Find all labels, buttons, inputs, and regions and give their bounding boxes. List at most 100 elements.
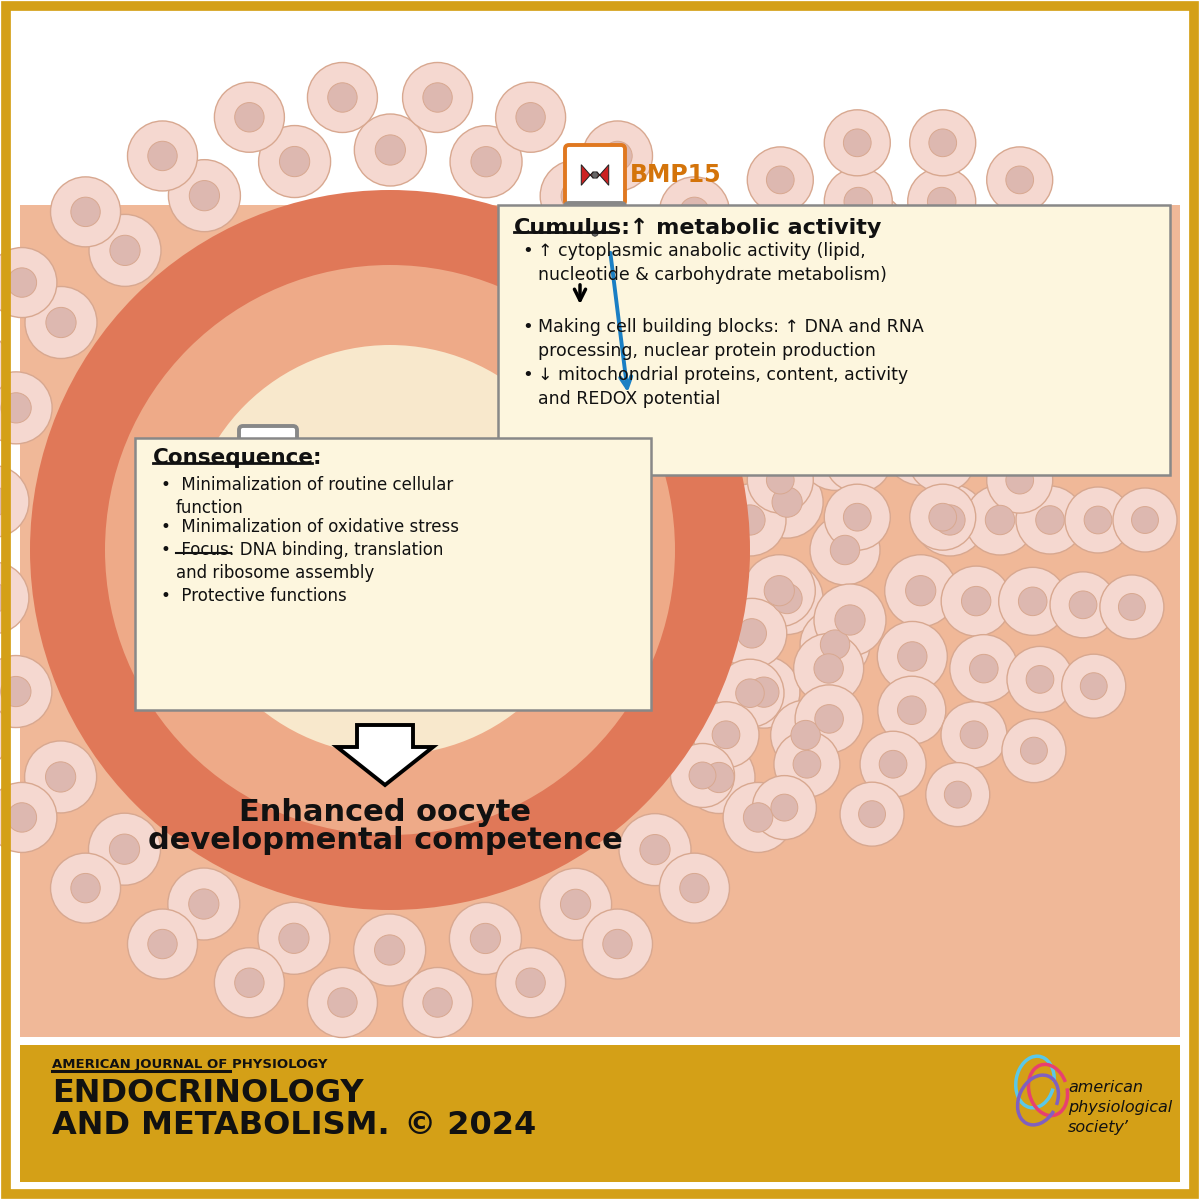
Text: physiological: physiological	[1068, 1100, 1172, 1115]
Circle shape	[914, 484, 986, 556]
Circle shape	[925, 763, 990, 827]
Circle shape	[694, 316, 722, 344]
Circle shape	[793, 262, 821, 289]
Circle shape	[0, 330, 10, 400]
Circle shape	[880, 750, 907, 778]
Circle shape	[941, 404, 1012, 474]
Circle shape	[770, 330, 841, 400]
Circle shape	[1060, 400, 1087, 427]
Circle shape	[30, 190, 750, 910]
Circle shape	[328, 988, 358, 1018]
Circle shape	[620, 707, 647, 734]
Circle shape	[770, 794, 798, 821]
Text: Enhanced oocyte: Enhanced oocyte	[239, 798, 530, 827]
Circle shape	[190, 180, 220, 211]
Circle shape	[168, 868, 240, 940]
Text: GDF9: GDF9	[300, 445, 364, 464]
Circle shape	[470, 923, 500, 954]
Polygon shape	[337, 725, 433, 785]
Circle shape	[694, 214, 760, 280]
Circle shape	[1036, 505, 1064, 534]
Text: •  Focus: DNA binding, translation: • Focus: DNA binding, translation	[161, 541, 443, 559]
Circle shape	[671, 744, 734, 808]
Circle shape	[148, 142, 178, 170]
Circle shape	[601, 689, 666, 752]
Polygon shape	[581, 223, 593, 244]
Circle shape	[646, 347, 674, 374]
Circle shape	[1007, 647, 1073, 713]
Circle shape	[840, 782, 904, 846]
Circle shape	[844, 503, 871, 532]
Circle shape	[1062, 322, 1126, 386]
Circle shape	[764, 434, 794, 464]
Circle shape	[1100, 575, 1164, 638]
Circle shape	[1026, 666, 1054, 694]
Circle shape	[628, 647, 694, 713]
Polygon shape	[254, 592, 266, 611]
Circle shape	[941, 702, 1007, 768]
Circle shape	[998, 404, 1067, 473]
Circle shape	[674, 296, 742, 362]
Circle shape	[884, 413, 956, 485]
Circle shape	[824, 425, 893, 492]
Circle shape	[1007, 328, 1073, 394]
Circle shape	[516, 102, 545, 132]
Circle shape	[470, 146, 502, 176]
Circle shape	[50, 853, 120, 923]
Circle shape	[25, 740, 97, 812]
Circle shape	[671, 527, 742, 598]
Circle shape	[569, 487, 635, 553]
Circle shape	[965, 485, 1034, 554]
Circle shape	[898, 368, 928, 398]
Circle shape	[674, 623, 702, 652]
Circle shape	[272, 562, 348, 638]
Circle shape	[545, 551, 571, 577]
FancyBboxPatch shape	[239, 426, 298, 484]
Circle shape	[791, 350, 821, 379]
Circle shape	[646, 666, 674, 694]
Circle shape	[46, 307, 76, 337]
Circle shape	[814, 654, 844, 683]
Circle shape	[898, 316, 926, 344]
Circle shape	[1006, 467, 1033, 494]
Circle shape	[716, 599, 787, 668]
Circle shape	[1062, 654, 1126, 718]
Circle shape	[824, 168, 893, 235]
Circle shape	[265, 598, 271, 604]
Text: ENDOCRINOLOGY: ENDOCRINOLOGY	[52, 1078, 364, 1109]
Text: processing, nuclear protein production: processing, nuclear protein production	[538, 342, 876, 360]
Circle shape	[1, 392, 31, 422]
Polygon shape	[581, 164, 593, 185]
Circle shape	[776, 236, 805, 265]
Text: cumulin: cumulin	[630, 221, 736, 245]
Circle shape	[1001, 296, 1069, 364]
Circle shape	[527, 532, 590, 596]
Polygon shape	[254, 445, 266, 464]
Circle shape	[734, 505, 766, 535]
Circle shape	[712, 721, 740, 749]
Circle shape	[0, 782, 56, 852]
Circle shape	[960, 292, 988, 319]
Circle shape	[1050, 402, 1116, 468]
Circle shape	[985, 505, 1015, 535]
Circle shape	[694, 272, 760, 338]
Circle shape	[928, 187, 956, 216]
Circle shape	[898, 642, 928, 671]
Text: •: •	[522, 366, 533, 384]
Circle shape	[641, 235, 671, 266]
Text: Cumulus:: Cumulus:	[514, 218, 631, 238]
Circle shape	[877, 622, 947, 691]
Circle shape	[89, 215, 161, 287]
Circle shape	[810, 515, 880, 584]
Circle shape	[620, 444, 689, 512]
Circle shape	[25, 287, 97, 359]
FancyBboxPatch shape	[134, 438, 650, 710]
Circle shape	[689, 762, 716, 788]
Circle shape	[1020, 737, 1048, 764]
FancyBboxPatch shape	[239, 572, 298, 630]
Circle shape	[791, 720, 821, 750]
Circle shape	[496, 948, 565, 1018]
Circle shape	[654, 368, 722, 437]
Circle shape	[280, 146, 310, 176]
Circle shape	[640, 834, 670, 865]
